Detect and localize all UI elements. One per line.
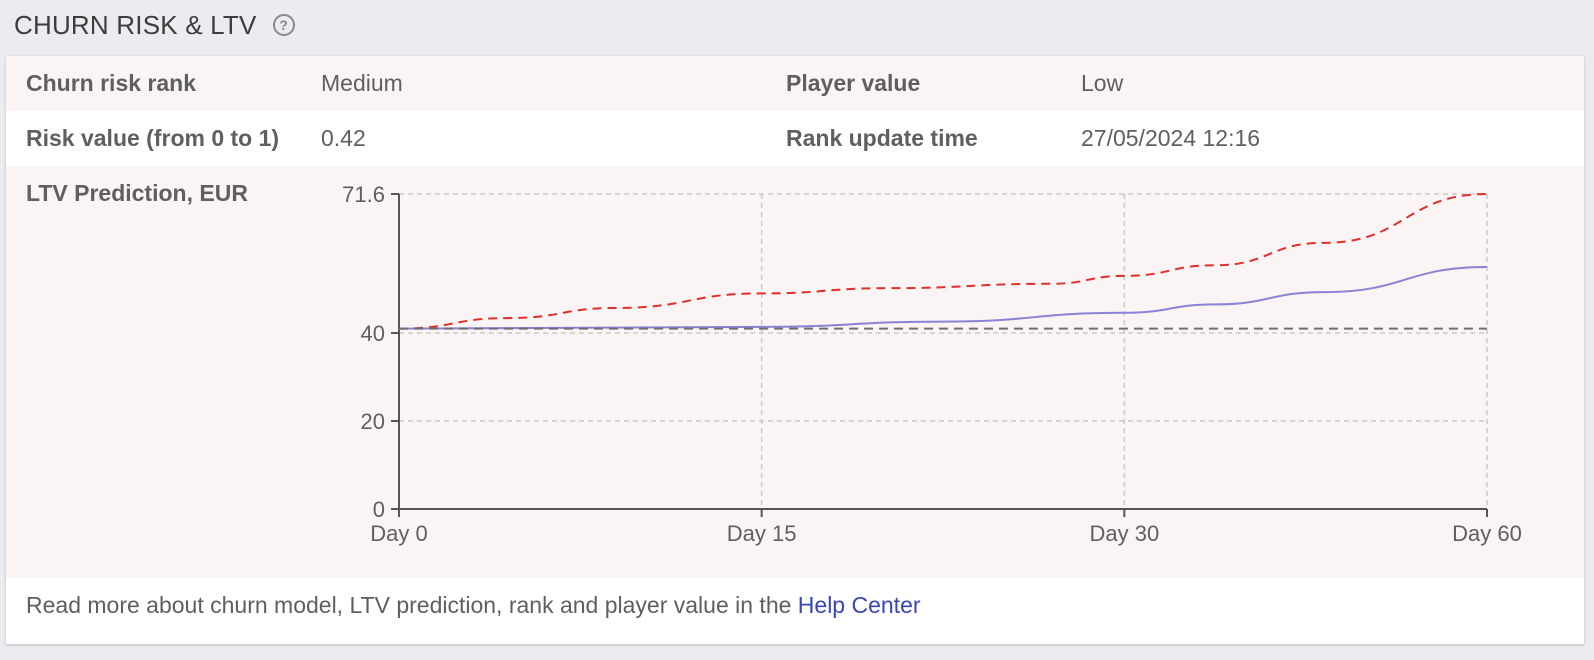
question-circle-icon[interactable]: ?	[272, 14, 295, 36]
y-tick-label: 20	[361, 409, 385, 434]
ltv-chart: 0 20 40 71.6 Day 0 Day 15 Day 30 Day 60	[342, 182, 1522, 546]
series-line-0	[398, 193, 1488, 330]
x-tick-label: Day 15	[727, 521, 797, 546]
x-tick-label: Day 0	[370, 521, 427, 546]
help-center-link[interactable]: Help Center	[797, 592, 921, 618]
x-tick-label: Day 30	[1089, 521, 1159, 546]
churn-ltv-card: Churn risk rank Medium Player value Low …	[6, 56, 1584, 644]
footer-text: Read more about churn model, LTV predict…	[26, 592, 921, 619]
footer-description: Read more about churn model, LTV predict…	[26, 592, 798, 618]
risk-value-row: Risk value (from 0 to 1) 0.42 Rank updat…	[6, 111, 1584, 166]
player-value-value: Low	[1081, 70, 1124, 96]
churn-rank-row: Churn risk rank Medium Player value Low	[6, 56, 1584, 111]
section-header: CHURN RISK & LTV ?	[14, 4, 295, 46]
y-tick-label: 40	[361, 321, 385, 346]
y-tick-label: 71.6	[342, 182, 385, 207]
ltv-prediction-row: LTV Prediction, EUR 0 20 40 71.6 Day 0 Day 15…	[6, 166, 1584, 578]
x-tick-label: Day 60	[1452, 521, 1522, 546]
y-tick-label: 0	[373, 497, 385, 522]
series-line-1	[398, 266, 1488, 330]
rank-update-time-label: Rank update time	[786, 125, 978, 151]
churn-risk-rank-label: Churn risk rank	[26, 70, 196, 96]
ltv-prediction-label: LTV Prediction, EUR	[26, 180, 248, 206]
risk-value-label: Risk value (from 0 to 1)	[26, 125, 280, 151]
player-value-label: Player value	[786, 70, 921, 96]
section-title: CHURN RISK & LTV	[14, 9, 257, 40]
risk-value-value: 0.42	[321, 125, 366, 151]
churn-risk-rank-value: Medium	[321, 70, 403, 96]
rank-update-time-value: 27/05/2024 12:16	[1081, 125, 1261, 151]
